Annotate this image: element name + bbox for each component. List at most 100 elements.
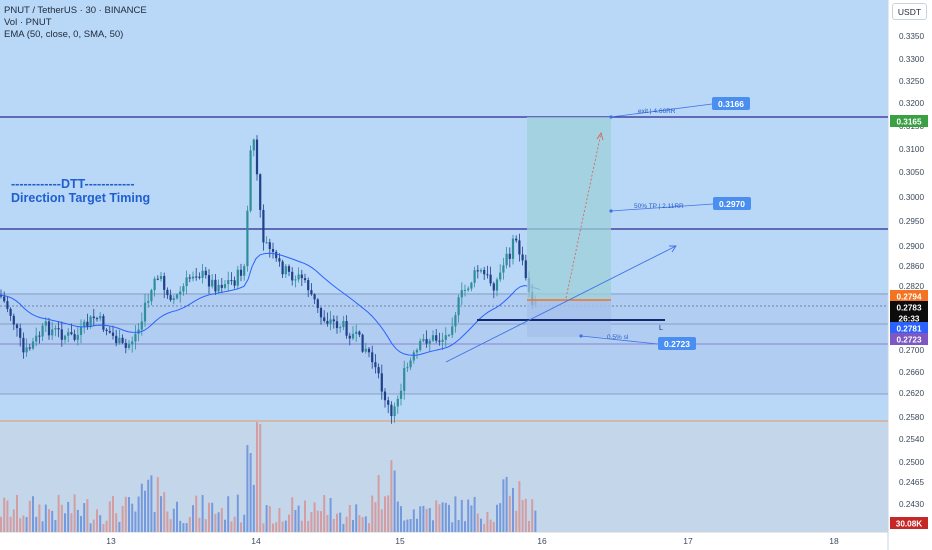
currency-button[interactable]: USDT (892, 3, 927, 20)
volume-bar (291, 497, 294, 532)
volume-bar (307, 520, 310, 532)
volume-bar (51, 510, 54, 532)
ema-indicator-title[interactable]: EMA (50, close, 0, SMA, 50) (4, 29, 124, 40)
candle-body (476, 270, 479, 272)
volume-bar (371, 495, 374, 532)
candle-body (319, 307, 323, 318)
candle-body (355, 331, 358, 334)
candle-body (198, 276, 201, 278)
volume-bar (358, 515, 361, 532)
volume-bar (300, 520, 303, 532)
y-tick-label: 0.3200 (899, 99, 924, 108)
volume-bar (364, 516, 367, 532)
candle-body (156, 278, 159, 280)
volume-bar (444, 502, 447, 532)
volume-bar (396, 501, 399, 532)
volume-bar (60, 504, 63, 532)
candle-body (342, 321, 345, 328)
volume-bar (441, 502, 444, 532)
volume-bar (435, 500, 438, 532)
volume-bar (99, 515, 102, 532)
volume-bar (57, 494, 60, 532)
candle-body (364, 348, 367, 352)
candle-body (172, 298, 175, 301)
candle-body (6, 301, 9, 309)
volume-bar (508, 495, 511, 532)
volume-bar (137, 496, 140, 532)
volume-bar (19, 518, 22, 532)
candle-body (111, 332, 115, 336)
volume-bar (25, 517, 28, 532)
volume-bar (80, 516, 82, 532)
candle-body (223, 284, 227, 288)
volume-bar (355, 504, 358, 532)
volume-bar (390, 460, 393, 532)
candle-body (9, 308, 12, 316)
stop-target-dot (579, 334, 583, 338)
candle-body (489, 274, 492, 284)
candle-body (99, 315, 102, 319)
volume-bar (265, 505, 268, 532)
candle-body (422, 339, 425, 341)
volume-bar (214, 513, 217, 532)
volume-bar (105, 520, 108, 532)
volume-bar (211, 502, 214, 532)
volume-indicator-title[interactable]: Vol · PNUT (4, 17, 52, 28)
volume-bar (124, 496, 127, 532)
candle-body (323, 317, 326, 321)
symbol-title[interactable]: PNUT / TetherUS · 30 · BINANCE (4, 5, 147, 16)
candle-body (108, 331, 111, 333)
volume-bar (35, 516, 38, 532)
candle-body (521, 254, 524, 261)
candle-body (358, 331, 361, 335)
candle-body (444, 335, 447, 340)
candle-body (169, 295, 172, 301)
candle-body (297, 274, 300, 280)
volume-bar (345, 516, 348, 532)
candle-body (409, 360, 412, 368)
candle-body (348, 335, 351, 339)
volume-bar (233, 516, 236, 532)
volume-bar (454, 496, 457, 532)
candle-body (367, 348, 371, 353)
candle-body (115, 335, 118, 344)
volume-bar (272, 523, 274, 532)
candle-body (479, 270, 483, 272)
candle-body (438, 340, 441, 342)
candle-body (502, 265, 505, 273)
candle-body (243, 266, 246, 276)
volume-bar (227, 496, 230, 532)
candle-body (76, 334, 79, 340)
volume-bar (342, 523, 345, 532)
volume-bar (73, 494, 76, 532)
stop-target-label: 0.2723 (664, 339, 690, 349)
volume-bar (217, 512, 220, 532)
candle-body (38, 335, 41, 337)
volume-bar (329, 497, 332, 532)
candle-body (28, 347, 31, 349)
volume-bar (22, 515, 25, 532)
candle-body (0, 295, 3, 297)
candle-body (60, 329, 63, 340)
volume-bar (425, 508, 428, 532)
candle-body (67, 332, 70, 336)
volume-bar (470, 505, 473, 532)
candle-body (179, 291, 182, 295)
volume-bar (451, 522, 454, 532)
volume-bar (32, 496, 34, 532)
candle-body (70, 332, 73, 335)
candle-body (383, 391, 387, 401)
candle-body (399, 390, 403, 399)
volume-bar (428, 508, 431, 532)
volume-bar (448, 504, 450, 532)
volume-bar (70, 513, 73, 532)
price-tag-bg (890, 322, 928, 334)
price-tag-bg (890, 115, 928, 127)
projection-arrow (565, 132, 602, 299)
candle-body (310, 290, 313, 295)
volume-bar (96, 509, 98, 532)
volume-bar (86, 499, 89, 532)
y-tick-label: 0.3050 (899, 168, 924, 177)
